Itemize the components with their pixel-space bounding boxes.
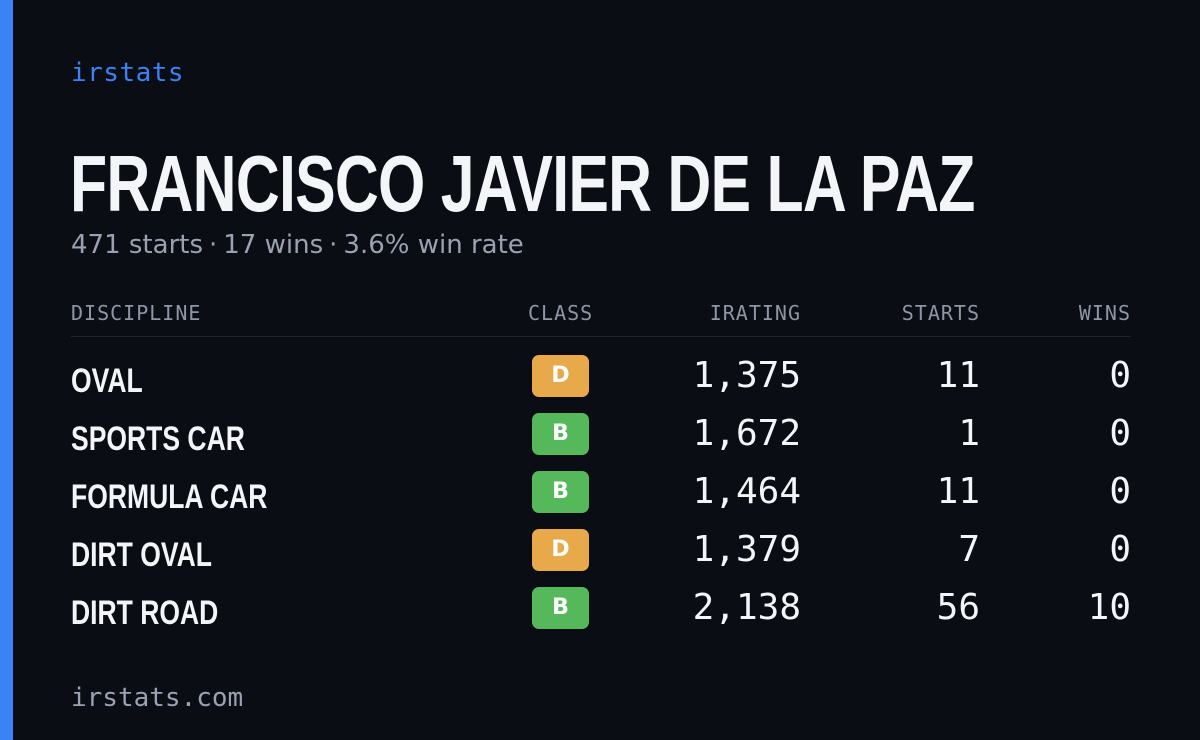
starts-value: 11 xyxy=(936,355,980,396)
column-header-irating: IRATING xyxy=(709,301,801,325)
brand-logo: irstats xyxy=(71,58,185,88)
wins-value: 0 xyxy=(1109,471,1131,512)
irating-value: 1,464 xyxy=(692,471,801,512)
irating-value: 1,375 xyxy=(692,355,801,396)
table-header: DISCIPLINE CLASS IRATING STARTS WINS xyxy=(71,296,1131,337)
accent-bar xyxy=(0,0,13,740)
table-row: DIRT OVAL D 1,379 7 0 xyxy=(71,525,1131,583)
license-class-badge: D xyxy=(532,355,589,397)
driver-name: FRANCISCO JAVIER DE LA PAZ xyxy=(70,139,975,228)
discipline-name: SPORTS CAR xyxy=(71,420,245,458)
footer-url: irstats.com xyxy=(71,683,244,713)
table-row: OVAL D 1,375 11 0 xyxy=(71,351,1131,409)
discipline-name: DIRT ROAD xyxy=(71,594,219,632)
irating-value: 1,672 xyxy=(692,413,801,454)
summary-separator: · xyxy=(209,230,218,260)
summary-separator: · xyxy=(329,230,338,260)
discipline-table: DISCIPLINE CLASS IRATING STARTS WINS OVA… xyxy=(71,296,1131,641)
summary-win-rate: 3.6% win rate xyxy=(343,230,524,260)
license-class-badge: B xyxy=(532,587,589,629)
wins-value: 10 xyxy=(1087,587,1131,628)
table-row: FORMULA CAR B 1,464 11 0 xyxy=(71,467,1131,525)
license-class-badge: D xyxy=(532,529,589,571)
table-body: OVAL D 1,375 11 0 SPORTS CAR B 1,672 1 0… xyxy=(71,351,1131,641)
wins-value: 0 xyxy=(1109,355,1131,396)
discipline-name: OVAL xyxy=(71,362,143,400)
driver-summary: 471 starts · 17 wins · 3.6% win rate xyxy=(71,228,524,262)
table-row: DIRT ROAD B 2,138 56 10 xyxy=(71,583,1131,641)
wins-value: 0 xyxy=(1109,413,1131,454)
discipline-name: FORMULA CAR xyxy=(71,478,268,516)
starts-value: 56 xyxy=(936,587,980,628)
wins-value: 0 xyxy=(1109,529,1131,570)
column-header-wins: WINS xyxy=(1078,301,1131,325)
starts-value: 11 xyxy=(936,471,980,512)
column-header-discipline: DISCIPLINE xyxy=(71,301,202,325)
starts-value: 7 xyxy=(958,529,980,570)
column-header-starts: STARTS xyxy=(901,301,980,325)
irating-value: 2,138 xyxy=(692,587,801,628)
column-header-class: CLASS xyxy=(528,301,594,325)
summary-wins: 17 wins xyxy=(223,230,324,260)
irating-value: 1,379 xyxy=(692,529,801,570)
table-row: SPORTS CAR B 1,672 1 0 xyxy=(71,409,1131,467)
discipline-name: DIRT OVAL xyxy=(71,536,212,574)
license-class-badge: B xyxy=(532,413,589,455)
license-class-badge: B xyxy=(532,471,589,513)
starts-value: 1 xyxy=(958,413,980,454)
summary-starts: 471 starts xyxy=(71,230,203,260)
